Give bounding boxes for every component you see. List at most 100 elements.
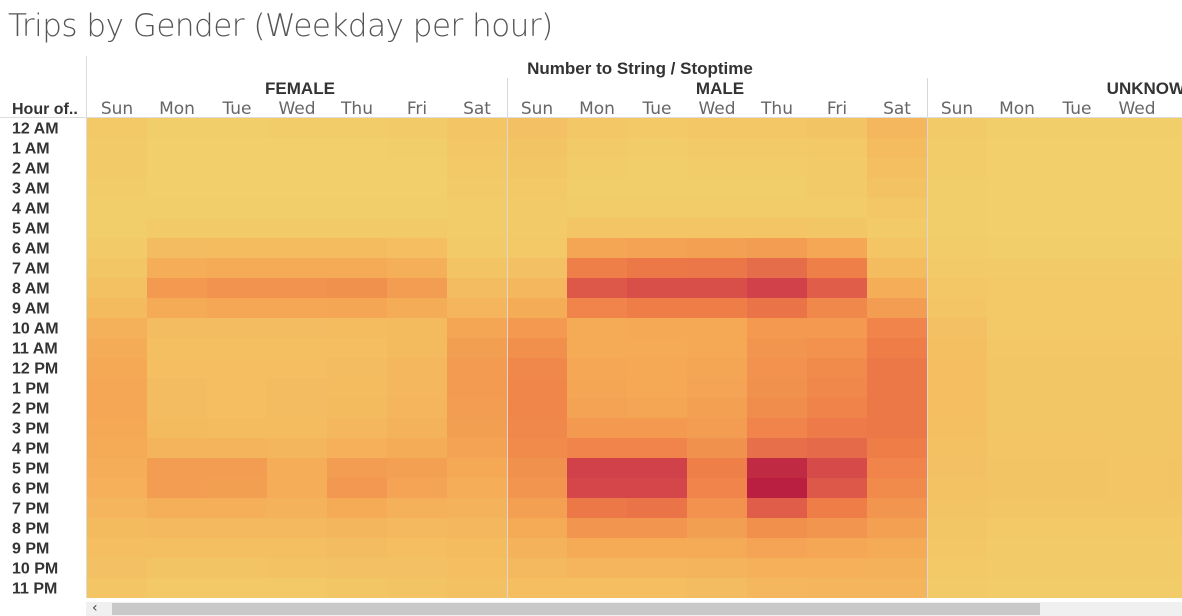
heat-cell[interactable] <box>267 418 327 438</box>
heat-cell[interactable] <box>1107 398 1167 418</box>
heat-cell[interactable] <box>147 118 207 138</box>
heat-cell[interactable] <box>507 318 567 338</box>
heat-cell[interactable] <box>987 118 1047 138</box>
heat-cell[interactable] <box>447 218 507 238</box>
heat-cell[interactable] <box>867 378 927 398</box>
heat-cell[interactable] <box>867 178 927 198</box>
heat-cell[interactable] <box>807 498 867 518</box>
heat-cell[interactable] <box>807 398 867 418</box>
heat-cell[interactable] <box>807 578 867 598</box>
heat-cell[interactable] <box>807 178 867 198</box>
heat-cell[interactable] <box>1167 418 1182 438</box>
heat-cell[interactable] <box>147 418 207 438</box>
heat-cell[interactable] <box>567 138 627 158</box>
heat-cell[interactable] <box>627 378 687 398</box>
heat-cell[interactable] <box>987 438 1047 458</box>
heat-cell[interactable] <box>807 218 867 238</box>
heat-cell[interactable] <box>987 498 1047 518</box>
heat-cell[interactable] <box>747 498 807 518</box>
heat-cell[interactable] <box>807 538 867 558</box>
heat-cell[interactable] <box>1047 218 1107 238</box>
heat-cell[interactable] <box>1107 438 1167 458</box>
heat-cell[interactable] <box>807 298 867 318</box>
heat-cell[interactable] <box>747 198 807 218</box>
heat-cell[interactable] <box>87 218 147 238</box>
heat-cell[interactable] <box>927 558 987 578</box>
heat-cell[interactable] <box>627 298 687 318</box>
heat-cell[interactable] <box>447 278 507 298</box>
heat-cell[interactable] <box>207 258 267 278</box>
heat-cell[interactable] <box>747 118 807 138</box>
heat-cell[interactable] <box>927 218 987 238</box>
heat-cell[interactable] <box>1107 298 1167 318</box>
heat-cell[interactable] <box>507 538 567 558</box>
heat-cell[interactable] <box>627 318 687 338</box>
heat-cell[interactable] <box>147 198 207 218</box>
heat-cell[interactable] <box>867 218 927 238</box>
heat-cell[interactable] <box>987 558 1047 578</box>
heat-cell[interactable] <box>87 258 147 278</box>
heat-cell[interactable] <box>327 518 387 538</box>
heat-cell[interactable] <box>867 298 927 318</box>
heat-cell[interactable] <box>927 398 987 418</box>
heat-cell[interactable] <box>1047 538 1107 558</box>
heat-cell[interactable] <box>1167 558 1182 578</box>
heat-cell[interactable] <box>927 158 987 178</box>
heat-cell[interactable] <box>207 218 267 238</box>
heat-cell[interactable] <box>1047 338 1107 358</box>
heat-cell[interactable] <box>87 138 147 158</box>
heat-cell[interactable] <box>807 138 867 158</box>
heat-cell[interactable] <box>987 198 1047 218</box>
heat-cell[interactable] <box>327 158 387 178</box>
heat-cell[interactable] <box>807 278 867 298</box>
heat-cell[interactable] <box>207 418 267 438</box>
heat-cell[interactable] <box>807 358 867 378</box>
heat-cell[interactable] <box>87 378 147 398</box>
heat-cell[interactable] <box>987 418 1047 438</box>
heat-cell[interactable] <box>267 378 327 398</box>
heat-cell[interactable] <box>927 418 987 438</box>
heat-cell[interactable] <box>627 338 687 358</box>
heat-cell[interactable] <box>327 458 387 478</box>
heat-cell[interactable] <box>1047 278 1107 298</box>
heat-cell[interactable] <box>567 398 627 418</box>
heat-cell[interactable] <box>207 458 267 478</box>
heat-cell[interactable] <box>507 438 567 458</box>
heat-cell[interactable] <box>267 558 327 578</box>
heat-cell[interactable] <box>207 518 267 538</box>
heat-cell[interactable] <box>1047 118 1107 138</box>
heat-cell[interactable] <box>1047 518 1107 538</box>
heat-cell[interactable] <box>387 358 447 378</box>
heat-cell[interactable] <box>627 358 687 378</box>
heat-cell[interactable] <box>447 418 507 438</box>
heat-cell[interactable] <box>267 438 327 458</box>
heat-cell[interactable] <box>1107 258 1167 278</box>
heat-cell[interactable] <box>507 178 567 198</box>
heat-cell[interactable] <box>687 178 747 198</box>
heat-cell[interactable] <box>207 278 267 298</box>
heat-cell[interactable] <box>387 218 447 238</box>
heat-cell[interactable] <box>387 478 447 498</box>
heat-cell[interactable] <box>87 118 147 138</box>
heat-cell[interactable] <box>447 378 507 398</box>
heat-cell[interactable] <box>807 258 867 278</box>
heat-cell[interactable] <box>807 198 867 218</box>
heat-cell[interactable] <box>87 578 147 598</box>
heat-cell[interactable] <box>627 218 687 238</box>
heat-cell[interactable] <box>1047 398 1107 418</box>
heat-cell[interactable] <box>267 138 327 158</box>
heat-cell[interactable] <box>327 118 387 138</box>
heat-cell[interactable] <box>327 198 387 218</box>
heat-cell[interactable] <box>747 238 807 258</box>
heat-cell[interactable] <box>867 518 927 538</box>
heat-cell[interactable] <box>987 278 1047 298</box>
heat-cell[interactable] <box>687 558 747 578</box>
heat-cell[interactable] <box>267 158 327 178</box>
heat-cell[interactable] <box>627 478 687 498</box>
heat-cell[interactable] <box>687 278 747 298</box>
heat-cell[interactable] <box>147 458 207 478</box>
heat-cell[interactable] <box>1047 418 1107 438</box>
heat-cell[interactable] <box>87 498 147 518</box>
heat-cell[interactable] <box>387 258 447 278</box>
heat-cell[interactable] <box>867 418 927 438</box>
